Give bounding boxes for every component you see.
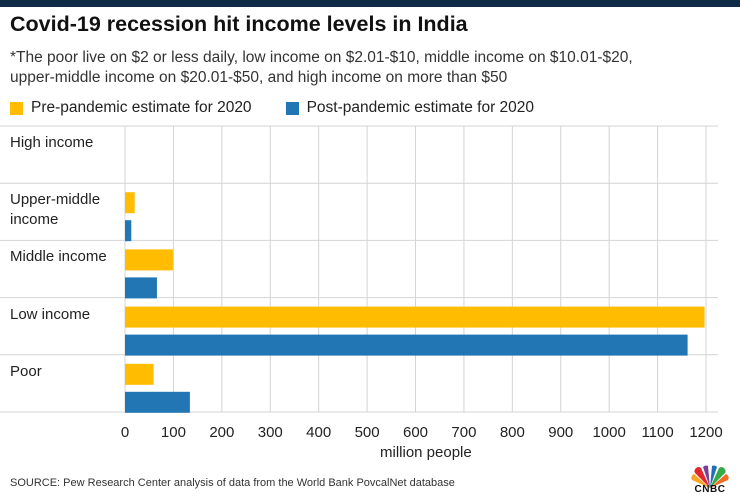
legend-swatch-pre xyxy=(10,101,23,115)
x-tick-label-700: 700 xyxy=(451,424,476,441)
legend-label-post: Post-pandemic estimate for 2020 xyxy=(306,99,535,116)
x-tick-label-1100: 1100 xyxy=(641,424,673,441)
source-note: SOURCE: Pew Research Center analysis of … xyxy=(10,477,455,489)
legend-item-pre: Pre-pandemic estimate for 2020 xyxy=(10,99,252,117)
bar-pre-low-income xyxy=(125,306,705,328)
category-label-poor: Poor xyxy=(10,362,42,382)
chart-subtitle: *The poor live on $2 or less daily, low … xyxy=(10,48,710,88)
subtitle-line-1: *The poor live on $2 or less daily, low … xyxy=(10,49,633,66)
x-tick-label-500: 500 xyxy=(355,424,380,441)
category-label-line: High income xyxy=(10,134,94,151)
category-label-line: Middle income xyxy=(10,248,107,266)
category-label-line: income xyxy=(10,211,59,229)
x-tick-label-300: 300 xyxy=(258,424,283,441)
legend-label-pre: Pre-pandemic estimate for 2020 xyxy=(31,99,252,116)
header-accent-bar xyxy=(0,0,740,7)
x-tick-label-1000: 1000 xyxy=(592,424,625,441)
category-label-line: Poor xyxy=(10,362,42,380)
category-label-low-income: Low income xyxy=(10,305,90,325)
bar-pre-middle-income xyxy=(125,249,173,271)
bar-post-middle-income xyxy=(125,277,157,299)
legend-item-post: Post-pandemic estimate for 2020 xyxy=(285,99,535,117)
category-label-high-income: High income xyxy=(10,133,93,153)
x-tick-label-200: 200 xyxy=(209,424,234,441)
x-axis-title: million people xyxy=(380,444,472,461)
bar-post-poor xyxy=(125,391,190,413)
bar-post-upper-middle-income xyxy=(125,220,132,242)
x-tick-label-0: 0 xyxy=(121,424,129,441)
x-tick-label-900: 900 xyxy=(548,424,573,441)
peacock-logo-icon xyxy=(691,465,729,488)
x-tick-label-800: 800 xyxy=(500,424,525,441)
bar-pre-poor xyxy=(125,363,154,385)
brand-logo-text: CNBC xyxy=(694,484,726,495)
x-tick-label-600: 600 xyxy=(403,424,428,441)
x-tick-label-100: 100 xyxy=(161,424,186,441)
x-tick-label-1200: 1200 xyxy=(689,424,722,441)
legend-swatch-post xyxy=(285,101,299,115)
category-label-upper-middle-income: Upper-middle income xyxy=(10,190,100,230)
bar-pre-upper-middle-income xyxy=(125,192,135,214)
category-label-line: Upper-middle xyxy=(10,191,101,209)
category-label-middle-income: Middle income xyxy=(10,247,107,267)
chart-title: Covid-19 recession hit income levels in … xyxy=(10,12,468,36)
x-tick-label-400: 400 xyxy=(306,424,331,441)
subtitle-line-2: upper-middle income on $20.01-$50, and h… xyxy=(10,69,508,86)
category-label-line: Low income xyxy=(10,305,91,323)
bar-post-low-income xyxy=(125,334,688,356)
chart-legend: Pre-pandemic estimate for 2020 Post-pand… xyxy=(10,98,534,118)
